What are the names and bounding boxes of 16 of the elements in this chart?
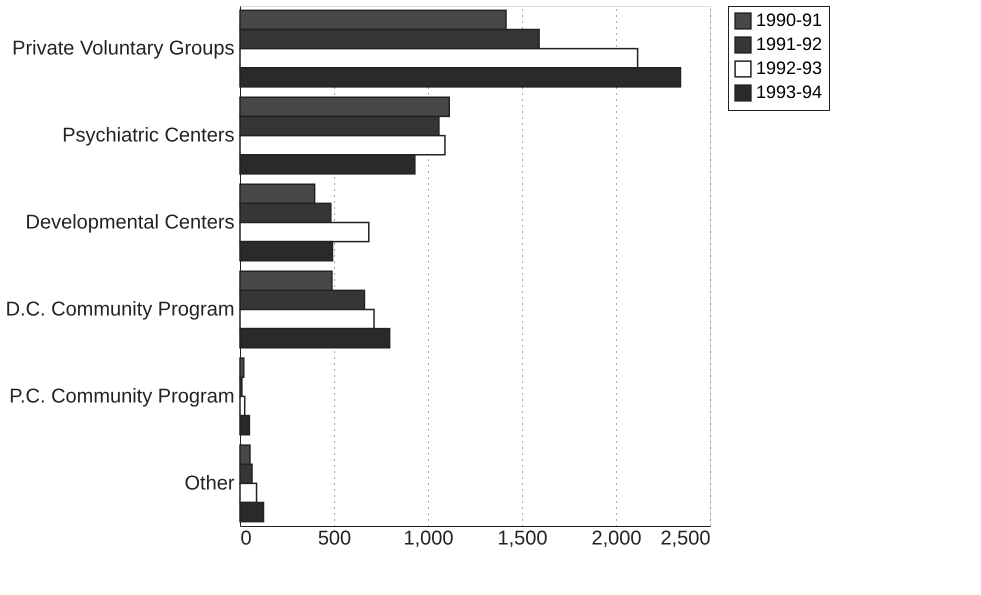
y-tick-label: Other bbox=[184, 472, 235, 494]
y-tick-label: Developmental Centers bbox=[26, 212, 234, 234]
y-tick-label: Psychiatric Centers bbox=[62, 124, 234, 147]
y-tick-label: P.C. Community Program bbox=[9, 385, 234, 408]
y-tick-label: Private Voluntary Groups bbox=[12, 38, 234, 60]
y-tick-label: D.C. Community Program bbox=[6, 298, 234, 320]
legend-label: 1991-92 bbox=[756, 34, 822, 54]
x-tick-label: 2,000 bbox=[591, 528, 642, 550]
x-tick-label: 2,500 bbox=[660, 528, 710, 550]
x-tick-label: 1,000 bbox=[403, 528, 454, 550]
legend-label: 1992-93 bbox=[756, 58, 822, 78]
x-tick-label: 1,500 bbox=[497, 528, 548, 550]
x-tick-label: 0 bbox=[240, 528, 252, 550]
legend-label: 1990-91 bbox=[756, 10, 822, 30]
x-tick-label: 500 bbox=[318, 528, 352, 550]
legend-label: 1993-94 bbox=[756, 82, 822, 102]
